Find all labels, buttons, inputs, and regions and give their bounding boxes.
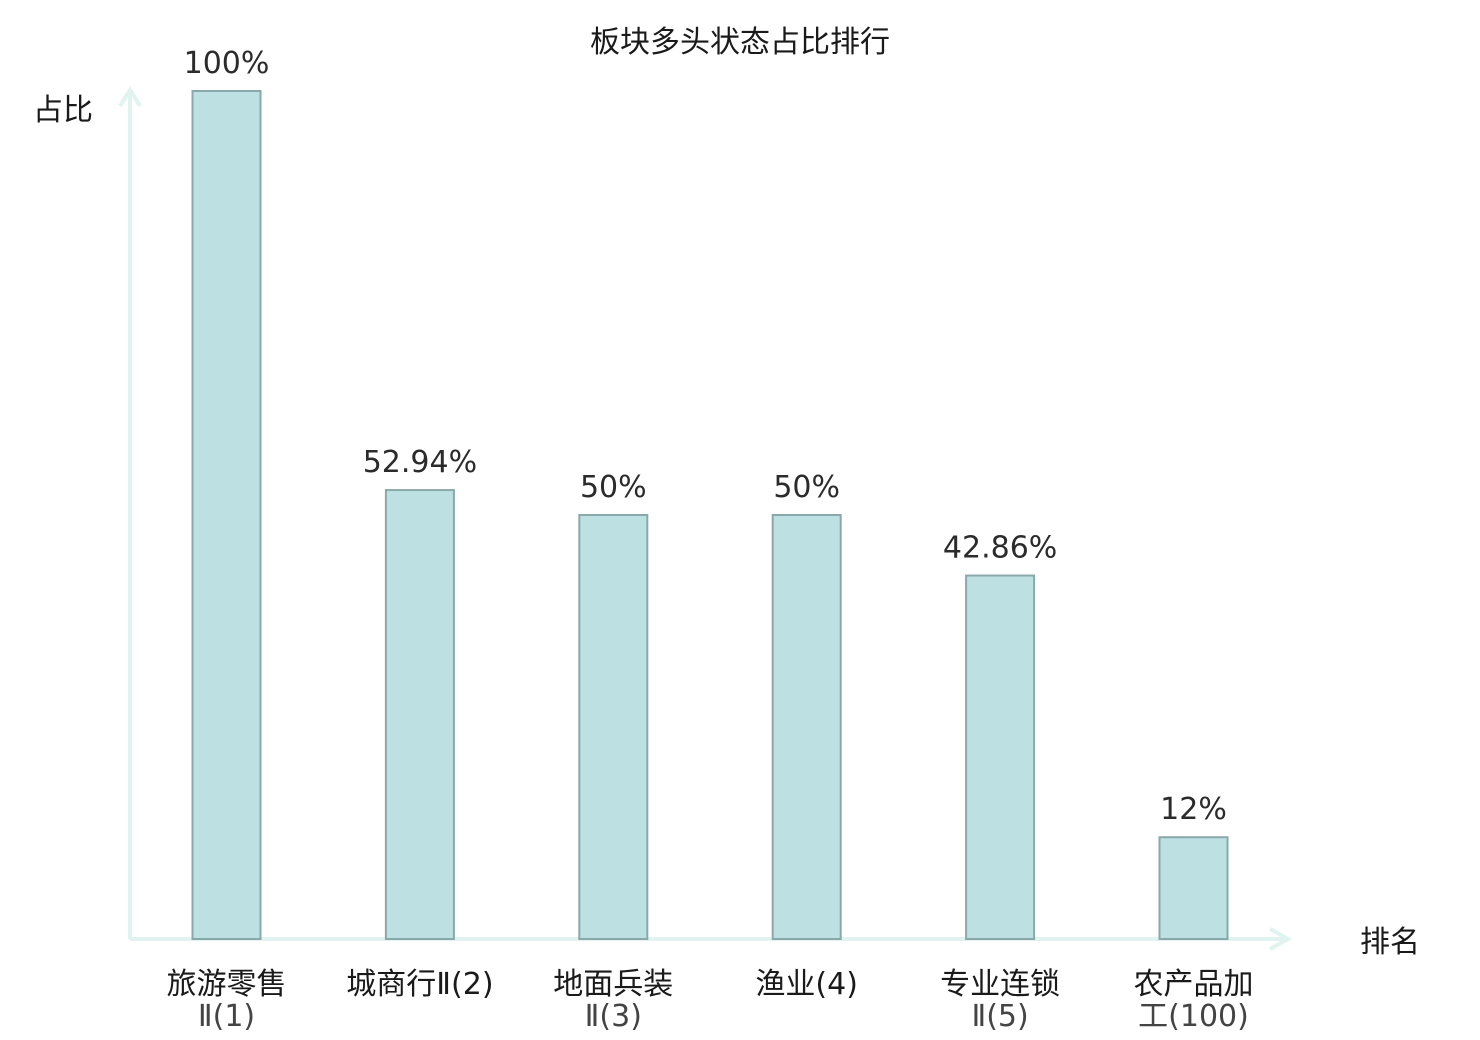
bar-value-label: 100%: [184, 46, 270, 81]
bar: [1158, 836, 1229, 940]
category-rank: Ⅱ(3): [585, 999, 642, 1034]
category-name: 城商行Ⅱ(2): [346, 967, 493, 1002]
category-name: 旅游零售: [167, 967, 287, 1002]
value-labels: 100% 52.94% 50% 50% 42.86% 12%: [184, 46, 1227, 827]
y-axis-label: 占比: [33, 93, 93, 128]
bar-value-label: 52.94%: [363, 445, 477, 480]
bar: [965, 574, 1036, 940]
category-name: 渔业(4): [755, 967, 858, 1002]
bar: [578, 514, 649, 940]
category-label: 渔业(4): [755, 967, 858, 1002]
category-name: 专业连锁: [940, 967, 1060, 1002]
x-axis-label: 排名: [1360, 925, 1420, 960]
category-rank: 工(100): [1138, 999, 1249, 1034]
chart-title: 板块多头状态占比排行: [590, 25, 890, 60]
category-name: 地面兵装: [553, 967, 673, 1002]
category-label: 农产品加工(100): [1134, 967, 1254, 1034]
bar-value-label: 50%: [580, 470, 647, 505]
y-axis-arrow: [118, 86, 142, 108]
bar-value-label: 50%: [773, 470, 840, 505]
bar: [771, 514, 842, 940]
bar-series: [191, 90, 1229, 940]
bar: [384, 489, 455, 940]
bar-value-label: 42.86%: [943, 531, 1057, 566]
axes: [118, 86, 1293, 951]
bar: [191, 90, 262, 940]
category-label: 旅游零售 Ⅱ(1): [167, 967, 287, 1034]
category-label: 城商行Ⅱ(2): [346, 967, 493, 1002]
category-label: 地面兵装 Ⅱ(3): [553, 967, 673, 1034]
category-rank: Ⅱ(5): [971, 999, 1028, 1034]
x-axis-arrow: [1269, 927, 1293, 951]
category-name: 农产品加: [1134, 967, 1254, 1002]
category-labels: 旅游零售 Ⅱ(1) 城商行Ⅱ(2) 地面兵装 Ⅱ(3) 渔业(4) 专业连锁 Ⅱ(5) 农产品加…: [167, 967, 1254, 1034]
category-rank: Ⅱ(1): [198, 999, 255, 1034]
bar-value-label: 12%: [1160, 792, 1227, 827]
category-label: 专业连锁 Ⅱ(5): [940, 967, 1060, 1034]
